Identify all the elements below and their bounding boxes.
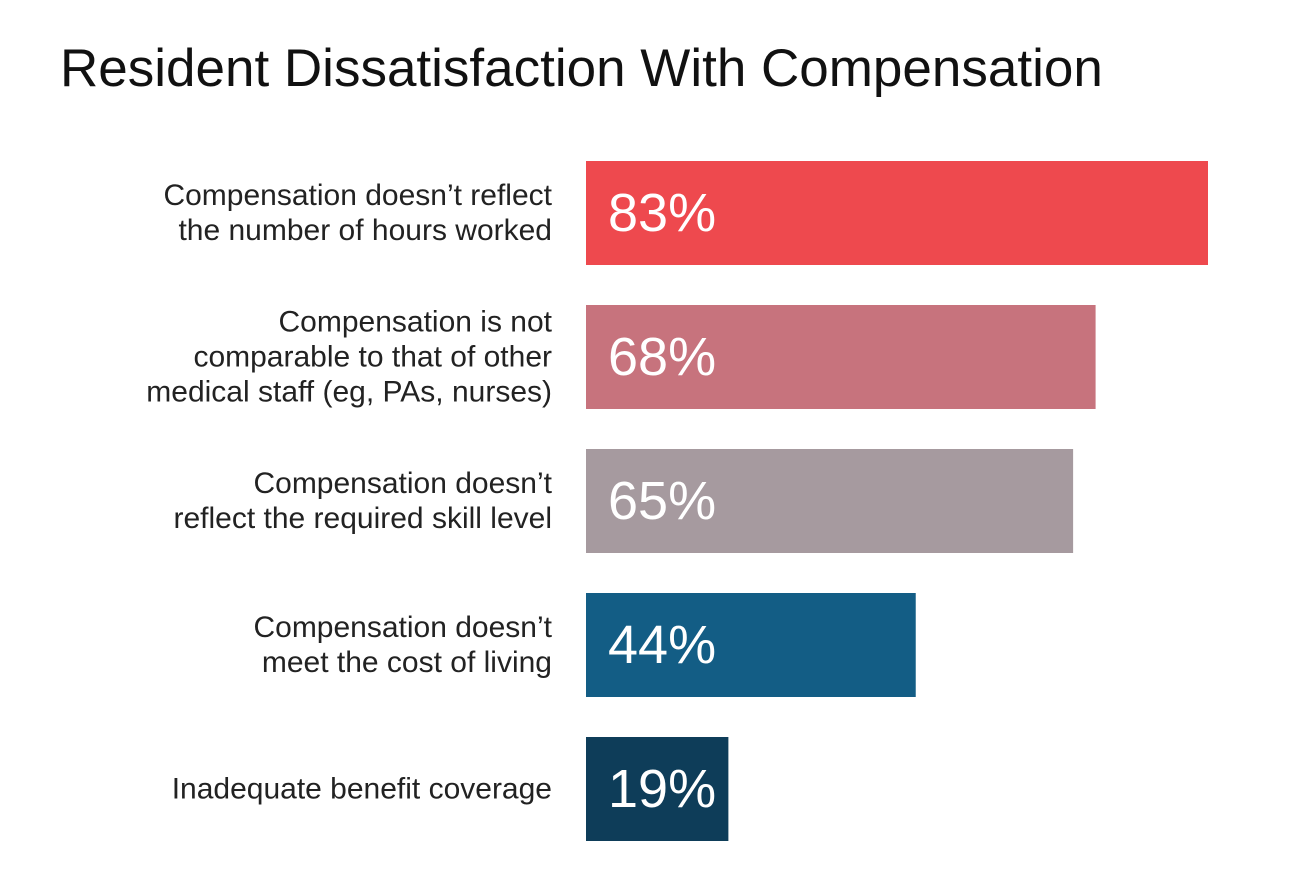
category-label-line: Compensation doesn’t reflect: [163, 179, 552, 212]
category-label-line: the number of hours worked: [178, 214, 552, 247]
category-label-line: Inadequate benefit coverage: [172, 773, 552, 806]
category-label-2: Compensation is not comparable to that of…: [146, 306, 552, 409]
category-label-line: reflect the required skill level: [173, 502, 552, 535]
value-label-2: 68%: [608, 327, 716, 387]
category-label-line: Compensation doesn’t: [253, 611, 552, 644]
category-label-4: Compensation doesn’t meet the cost of liv…: [253, 611, 552, 679]
chart-title: Resident Dissatisfaction With Compensati…: [60, 39, 1103, 98]
category-label-5: Inadequate benefit coverage: [172, 773, 552, 806]
value-label-3: 65%: [608, 471, 716, 531]
category-label-1: Compensation doesn’t reflect the number o…: [163, 179, 552, 247]
category-label-line: meet the cost of living: [262, 646, 552, 679]
bar-2: [586, 305, 1096, 409]
category-label-3: Compensation doesn’t reflect the required…: [173, 467, 552, 535]
bar-1: [586, 161, 1208, 265]
value-label-5: 19%: [608, 759, 716, 819]
category-label-line: comparable to that of other: [193, 341, 552, 374]
category-label-line: Compensation doesn’t: [253, 467, 552, 500]
bars-layer: 83% 68% 65% 44% 19%: [586, 161, 1208, 841]
bar-4: [586, 593, 916, 697]
category-label-line: Compensation is not: [279, 306, 553, 339]
category-labels-layer: Compensation doesn’t reflect the number o…: [146, 179, 552, 806]
bar-3: [586, 449, 1074, 553]
value-label-1: 83%: [608, 183, 716, 243]
category-label-line: medical staff (eg, PAs, nurses): [146, 376, 552, 409]
bar-5: [586, 737, 729, 841]
value-label-4: 44%: [608, 615, 716, 675]
